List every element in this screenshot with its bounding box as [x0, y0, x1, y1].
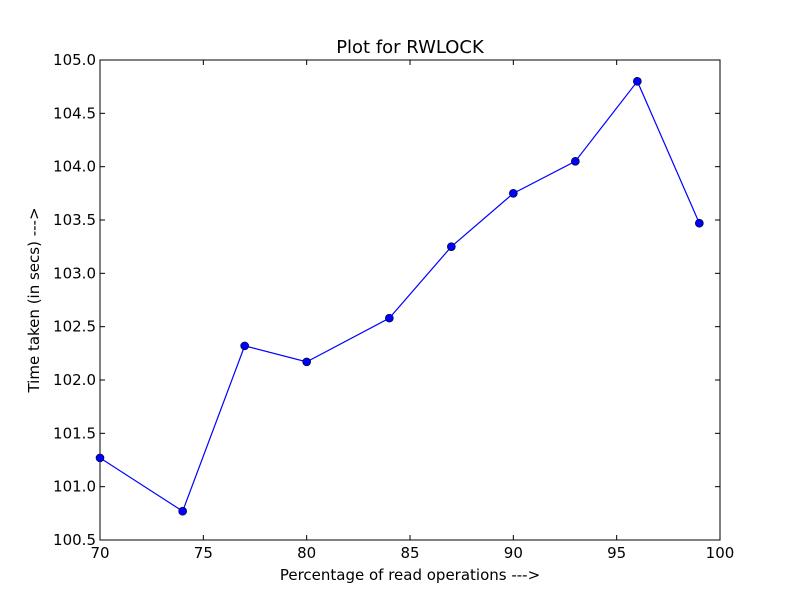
y-tick-label: 104.5 [53, 104, 96, 122]
x-tick-label: 75 [194, 544, 213, 562]
x-tick-label: 90 [504, 544, 523, 562]
data-point [178, 506, 187, 516]
y-tick-label: 101.0 [53, 478, 96, 496]
y-tick-label: 102.0 [53, 371, 96, 389]
series-layer [95, 77, 704, 516]
x-axis-label: Percentage of read operations ---> [280, 566, 540, 584]
data-point [240, 341, 249, 351]
x-tick-label: 85 [400, 544, 419, 562]
y-tick-label: 100.5 [53, 531, 96, 549]
x-tick-label: 95 [607, 544, 626, 562]
data-point [447, 242, 456, 251]
y-tick-label: 104.0 [53, 158, 96, 176]
y-tick-label: 105.0 [53, 51, 96, 69]
y-tick-label: 103.5 [53, 211, 96, 229]
plot-frame [99, 59, 721, 541]
x-axis-ticks: 70 75 80 85 90 95 100 [90, 60, 734, 562]
y-tick-label: 103.0 [53, 264, 96, 282]
data-point [695, 218, 704, 228]
data-point [385, 313, 394, 323]
y-axis-ticks: 100.5 101.0 101.5 102.0 102.5 103.0 103.5 104.0… [53, 51, 720, 549]
data-point [509, 189, 518, 198]
chart-title: Plot for RWLOCK [336, 37, 485, 58]
y-tick-label: 101.5 [53, 424, 96, 442]
x-tick-label: 100 [706, 544, 735, 562]
data-point [633, 77, 642, 86]
y-tick-label: 102.5 [53, 318, 96, 336]
x-tick-label: 70 [90, 544, 109, 562]
plot-area: 70 75 80 85 90 95 100 100.5 101.0 101.5 102.0 102.… [53, 51, 734, 562]
series-line [99, 80, 700, 513]
y-axis-label: Time taken (in secs) ---> [25, 207, 43, 393]
x-tick-label: 80 [297, 544, 316, 562]
data-point [95, 453, 105, 463]
data-point [571, 157, 580, 166]
data-point [302, 357, 311, 367]
